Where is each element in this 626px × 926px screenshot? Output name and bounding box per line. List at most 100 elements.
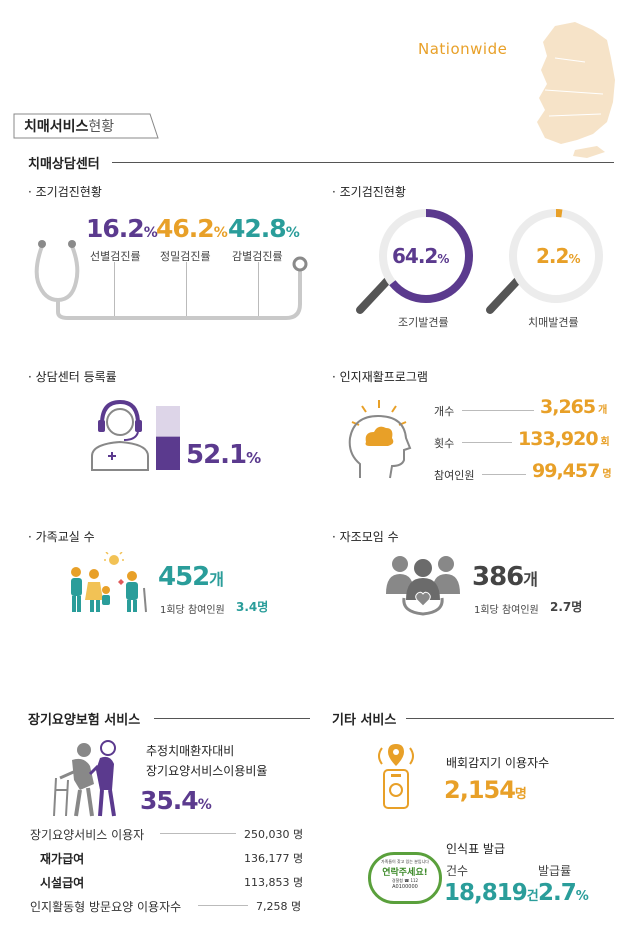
counselor-icon <box>91 399 149 471</box>
self-help-value: 386개 <box>472 562 538 592</box>
rehab-unit-1: 개 <box>598 405 607 416</box>
page-title: 치매서비스현황 <box>24 116 114 136</box>
dementia-detection-label: 치매발견률 <box>528 316 579 329</box>
ltc-row-label-4: 인지활동형 방문요양 이용자수 <box>30 900 182 914</box>
screening-number-3: 42.8 <box>228 214 287 243</box>
dementia-detection-number: 2.2 <box>536 244 569 268</box>
divider <box>462 410 534 411</box>
ltc-ratio-label-2: 장기요양서비스이용비율 <box>146 764 268 778</box>
screening-unit-3: % <box>285 225 300 241</box>
rehab-value-1: 3,265 개 <box>540 396 607 418</box>
ltc-row-label-2: 재가급여 <box>40 852 85 866</box>
rehab-value-2: 133,920 회 <box>518 428 610 450</box>
id-tag-count-label: 건수 <box>446 864 469 878</box>
detector-value: 2,154명 <box>444 776 527 804</box>
id-tag-rate-number: 2.7 <box>538 880 577 906</box>
title-tab-frame <box>13 113 159 139</box>
detector-number: 2,154 <box>444 776 516 804</box>
section-ltc-title: 장기요양보험 서비스 <box>28 713 141 728</box>
registration-unit: % <box>246 449 261 467</box>
detection-donuts <box>356 209 603 314</box>
family-class-label: · 가족교실 수 <box>28 530 95 544</box>
rehab-row-label-1: 개수 <box>434 405 455 418</box>
head-idea-icon <box>348 400 412 479</box>
registration-gauge <box>156 406 180 470</box>
rehab-value-3: 99,457 명 <box>532 460 612 482</box>
group-heart-icon <box>386 556 460 616</box>
ltc-ratio-number: 35.4 <box>140 786 199 815</box>
screening-value-1: 16.2% <box>86 214 158 243</box>
divider <box>186 262 187 316</box>
ltc-ratio-label-1: 추정치매환자대비 <box>146 744 235 758</box>
rehab-label: · 인지재활프로그램 <box>332 370 428 384</box>
section-other-rule <box>406 718 614 719</box>
ltc-row-value-2: 136,177 명 <box>244 852 304 865</box>
ltc-ratio-value: 35.4% <box>140 786 212 815</box>
screening-number-2: 46.2 <box>156 214 215 243</box>
detector-label: 배회감지기 이용자수 <box>446 756 550 770</box>
self-help-label: · 자조모임 수 <box>332 530 399 544</box>
page-title-bold: 치매서비스 <box>24 119 89 135</box>
id-tag-rate-unit: % <box>575 889 589 904</box>
self-help-unit: 개 <box>523 570 538 589</box>
screening-label-2: 정밀검진률 <box>160 250 211 263</box>
rehab-unit-3: 명 <box>602 469 611 480</box>
ltc-row-value-4: 7,258 명 <box>256 900 302 913</box>
rehab-row-label-3: 참여인원 <box>434 469 475 482</box>
id-tag-badge: 가족들이 찾고 있는 분입니다 연락주세요! 경찰청 ☎ 112 A010000… <box>368 852 442 904</box>
stethoscope-icon <box>34 240 308 320</box>
divider <box>114 262 115 316</box>
screening-value-3: 42.8% <box>228 214 300 243</box>
id-tag-title: 인식표 발급 <box>446 842 506 856</box>
ltc-row-value-1: 250,030 명 <box>244 828 304 841</box>
section-center-rule <box>112 162 614 163</box>
registration-label: · 상담센터 등록률 <box>28 370 117 384</box>
early-detection-number: 64.2 <box>392 244 438 268</box>
family-class-number: 452 <box>158 562 210 592</box>
divider <box>198 905 248 906</box>
badge-code-text: A0100000 <box>392 884 418 890</box>
section-center-title: 치매상담센터 <box>28 157 100 172</box>
ltc-row-label-1: 장기요양서비스 이용자 <box>30 828 145 842</box>
screening-label-1: 선별검진률 <box>90 250 141 263</box>
dementia-detection-unit: % <box>568 252 580 266</box>
divider <box>258 262 259 316</box>
id-tag-count-unit: 건 <box>526 889 539 904</box>
id-tag-rate-label: 발급률 <box>538 864 572 878</box>
page-title-light: 현황 <box>88 119 115 135</box>
ltc-row-label-3: 시설급여 <box>40 876 85 890</box>
wander-detector-icon <box>378 744 414 809</box>
detector-unit: 명 <box>514 787 527 802</box>
divider <box>482 474 526 475</box>
rehab-number-1: 3,265 <box>540 396 596 418</box>
early-detection-label: 조기발견률 <box>398 316 449 329</box>
screening-unit-1: % <box>143 225 158 241</box>
region-label: Nationwide <box>418 40 508 58</box>
family-class-sub-label: 1회당 참여인원 <box>160 605 225 616</box>
family-class-value: 452개 <box>158 562 224 592</box>
self-help-sub-label: 1회당 참여인원 <box>474 605 539 616</box>
dementia-detection-arc <box>509 209 603 303</box>
badge-sub-text: 경찰청 ☎ 112 <box>391 878 419 883</box>
screening-label-3: 감별검진률 <box>232 250 283 263</box>
divider <box>462 442 512 443</box>
early-detection-value: 64.2% <box>392 244 449 268</box>
rehab-number-3: 99,457 <box>532 460 600 482</box>
ltc-ratio-unit: % <box>197 797 212 813</box>
family-icon <box>71 552 147 613</box>
ltc-row-value-3: 113,853 명 <box>244 876 304 889</box>
self-help-number: 386 <box>472 562 524 592</box>
family-class-sub-value: 3.4명 <box>236 600 269 614</box>
registration-number: 52.1 <box>186 440 247 470</box>
korea-map-icon <box>537 22 615 158</box>
caregiver-walker-icon <box>53 740 116 817</box>
screening-unit-2: % <box>213 225 228 241</box>
detection-label: · 조기검진현황 <box>332 185 406 199</box>
divider <box>160 833 236 834</box>
badge-main-text: 연락주세요! <box>382 868 428 878</box>
id-tag-rate-value: 2.7% <box>538 880 589 906</box>
registration-gauge-fill <box>156 436 180 470</box>
screening-label: · 조기검진현황 <box>28 185 102 199</box>
self-help-sub-value: 2.7명 <box>550 600 583 614</box>
rehab-unit-2: 회 <box>600 437 610 448</box>
